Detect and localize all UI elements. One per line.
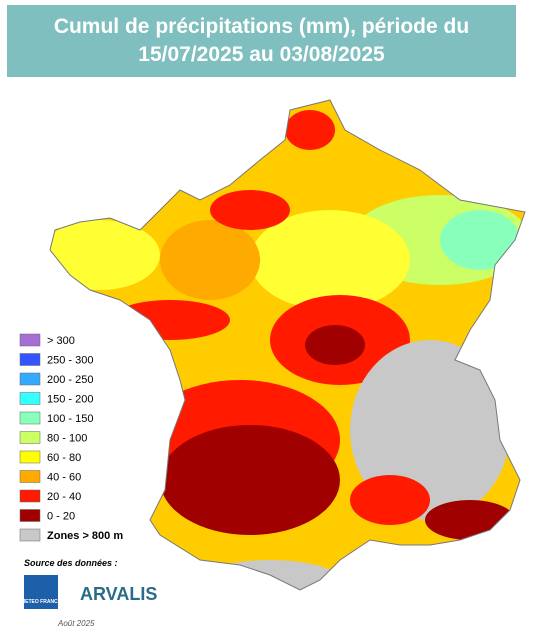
legend-swatch xyxy=(19,411,41,425)
legend-swatch xyxy=(19,333,41,347)
legend-swatch xyxy=(19,528,41,542)
logo-box xyxy=(24,575,58,609)
legend-swatch xyxy=(19,392,41,405)
legend-swatch xyxy=(19,353,41,366)
title-line: 15/07/2025 au 03/08/2025 xyxy=(138,43,385,66)
title-line: Cumul de précipitations (mm), période du xyxy=(53,15,470,38)
legend-swatch xyxy=(19,489,41,503)
legend-swatch xyxy=(19,470,41,483)
title-banner: Cumul de précipitations (mm), période du… xyxy=(7,5,516,77)
legend-label: 200 - 250 xyxy=(47,374,93,386)
legend-label: > 300 xyxy=(47,335,75,347)
logo-left: METEO FRANCE xyxy=(21,599,62,605)
legend-label: 80 - 100 xyxy=(47,433,87,445)
legend-swatch xyxy=(19,450,41,464)
legend-label: 40 - 60 xyxy=(47,472,81,484)
france-outline xyxy=(49,99,526,591)
legend-label: 20 - 40 xyxy=(47,491,81,503)
source-label: Source des données : xyxy=(24,558,118,568)
date: Août 2025 xyxy=(57,619,95,628)
legend-swatch xyxy=(19,509,41,522)
legend-label: 60 - 80 xyxy=(47,452,81,464)
legend-swatch xyxy=(19,372,41,386)
logo-right: ARVALIS xyxy=(80,584,157,604)
legend-label: 250 - 300 xyxy=(47,355,93,367)
legend-label: 150 - 200 xyxy=(47,394,93,406)
legend-label: 100 - 150 xyxy=(47,413,93,425)
france-map xyxy=(50,100,525,590)
legend-swatch xyxy=(19,431,41,444)
legend-label: 0 - 20 xyxy=(47,511,75,523)
legend: > 300 250 - 300 200 - 250 150 - 200 100 - 15… xyxy=(19,333,123,542)
legend-label: Zones > 800 m xyxy=(47,530,123,542)
